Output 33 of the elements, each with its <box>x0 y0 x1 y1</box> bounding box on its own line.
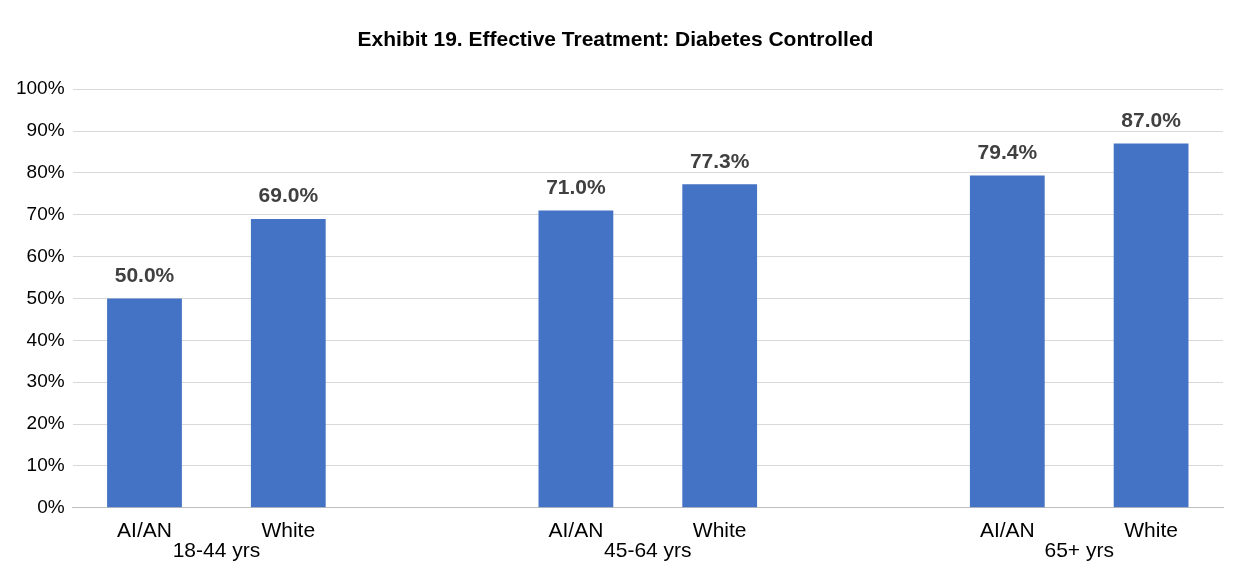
y-tick-label: 10% <box>26 454 65 476</box>
bar <box>1113 143 1189 508</box>
y-tick-label: 90% <box>26 119 65 141</box>
bar <box>682 184 758 508</box>
y-tick-label: 0% <box>37 496 65 518</box>
x-tick-label: AI/AN <box>979 518 1035 542</box>
bar <box>250 218 326 508</box>
data-label: 77.3% <box>689 148 750 172</box>
y-tick-label: 50% <box>26 286 65 308</box>
bar <box>107 298 182 508</box>
y-tick-label: 70% <box>26 203 65 225</box>
y-tick-label: 30% <box>26 370 65 392</box>
y-tick-label: 80% <box>26 161 65 183</box>
data-label: 69.0% <box>258 183 319 207</box>
data-label: 71.0% <box>546 174 606 198</box>
x-tick-label: AI/AN <box>548 518 604 542</box>
y-tick-label: 100% <box>15 77 65 99</box>
bar <box>969 175 1045 508</box>
x-tick-label: White <box>692 518 747 542</box>
y-tick-label: 40% <box>26 328 65 350</box>
x-tick-label: White <box>1124 518 1178 542</box>
bar <box>538 210 614 508</box>
text: 65+ yrs <box>1044 538 1114 561</box>
text: 18-44 yrs <box>172 538 261 561</box>
y-tick-label: 20% <box>26 412 65 434</box>
x-tick-label: White <box>261 518 316 542</box>
y-tick-label: 60% <box>26 244 65 266</box>
text: 45-64 yrs <box>604 538 692 561</box>
data-label: 50.0% <box>114 262 175 286</box>
x-tick-label: AI/AN <box>117 518 172 542</box>
data-label: 79.4% <box>977 139 1038 163</box>
chart-title: Exhibit 19. Effective Treatment: Diabetes Controlled <box>357 27 874 51</box>
data-label: 87.0% <box>1121 107 1182 131</box>
